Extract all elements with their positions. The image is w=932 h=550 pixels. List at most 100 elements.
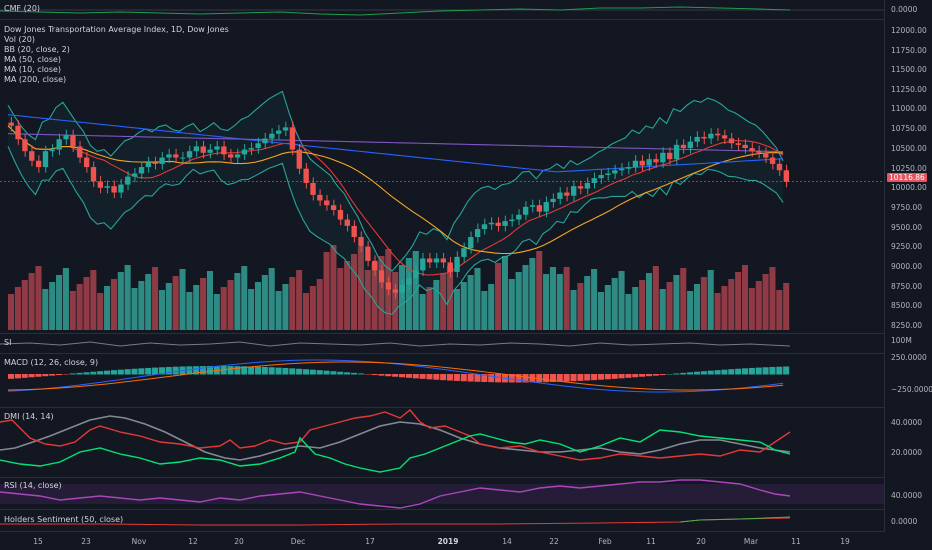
candle <box>639 160 645 166</box>
macd-hist-bar <box>234 366 241 375</box>
volume-bar <box>549 267 556 330</box>
main-price-pane[interactable]: Dow Jones Transportation Average Index, … <box>0 20 884 334</box>
volume-bar <box>419 294 426 330</box>
candle <box>337 210 344 220</box>
time-label: 15 <box>33 537 43 546</box>
volume-bar <box>364 270 371 330</box>
macd-hist-bar <box>639 374 646 377</box>
volume-bar <box>158 290 165 330</box>
macd-hist-bar <box>666 373 673 375</box>
candle <box>241 149 248 155</box>
candle <box>570 186 577 196</box>
candle <box>289 127 296 150</box>
volume-bar <box>577 283 584 330</box>
candle <box>474 229 481 238</box>
macd-label: MACD (12, 26, close, 9) <box>4 358 99 367</box>
macd-hist-bar <box>357 373 364 375</box>
macd-hist-bar <box>536 374 543 383</box>
time-label: 22 <box>549 537 559 546</box>
macd-hist-bar <box>90 371 97 375</box>
price-axis[interactable]: 12000.00 11750.00 11500.00 11250.00 1100… <box>884 20 932 334</box>
candle <box>447 262 453 272</box>
holders-sentiment-pane[interactable]: Holders Sentiment (50, close) <box>0 510 884 532</box>
macd-hist-bar <box>83 372 90 375</box>
candle <box>598 175 604 179</box>
volume-bar <box>474 268 481 330</box>
volume-bar <box>62 268 69 330</box>
dmi-tick: 20.0000 <box>891 448 923 457</box>
macd-hist-bar <box>611 374 618 379</box>
macd-hist-bar <box>316 370 323 375</box>
candle <box>125 176 131 185</box>
candle <box>186 151 193 158</box>
macd-hist-bar <box>474 374 481 382</box>
dmi-pane[interactable]: DMI (14, 14) <box>0 408 884 478</box>
si-pane[interactable]: SI <box>0 334 884 354</box>
macd-hist-bar <box>783 366 790 375</box>
volume-bar <box>241 266 248 330</box>
volume-bar <box>350 254 358 330</box>
volume-bar <box>302 293 310 330</box>
candle <box>8 122 14 126</box>
volume-bar <box>165 283 172 330</box>
macd-hist-bar <box>282 367 289 375</box>
macd-hist-bar <box>481 374 488 383</box>
macd-hist-bar <box>104 370 111 375</box>
macd-hist-bar <box>145 367 152 375</box>
candle <box>104 186 110 188</box>
volume-bar <box>69 291 76 330</box>
candle <box>756 151 762 153</box>
volume-bar <box>440 273 447 330</box>
volume-bar <box>282 284 289 330</box>
macd-hist-bar <box>69 373 76 375</box>
indicator-ma10[interactable]: MA (10, close) <box>4 65 62 74</box>
dmi-label: DMI (14, 14) <box>4 412 54 421</box>
volume-bar <box>97 293 104 330</box>
macd-hist-bar <box>467 374 474 382</box>
macd-hist-bar <box>302 369 310 375</box>
indicator-vol[interactable]: Vol (20) <box>4 35 35 44</box>
volume-bar <box>21 280 28 330</box>
volume-bar <box>453 289 460 330</box>
volume-bar <box>536 251 543 330</box>
candle <box>365 246 371 261</box>
price-tick: 10750.00 <box>891 124 927 133</box>
rsi-axis: 40.0000 <box>884 478 932 510</box>
macd-hist-bar <box>460 374 467 382</box>
indicator-bb[interactable]: BB (20, close, 2) <box>4 45 70 54</box>
price-tick: 10000.00 <box>891 183 927 192</box>
macd-hist-bar <box>152 367 159 375</box>
candle <box>708 133 714 139</box>
macd-pane[interactable]: MACD (12, 26, close, 9) <box>0 354 884 408</box>
indicator-ma200[interactable]: MA (200, close) <box>4 75 67 84</box>
volume-bar <box>227 280 234 330</box>
indicator-ma50[interactable]: MA (50, close) <box>4 55 62 64</box>
volume-bar <box>728 279 735 330</box>
time-label: 19 <box>840 537 850 546</box>
volume-bar <box>261 275 268 330</box>
time-label: 12 <box>188 537 198 546</box>
macd-hist-bar <box>261 366 268 375</box>
cmf-pane[interactable]: CMF (20) <box>0 0 884 20</box>
time-axis[interactable]: 15 23 Nov 12 20 Dec 17 2019 14 22 Feb 11… <box>0 532 884 550</box>
volume-bar <box>611 278 618 330</box>
price-tick: 8250.00 <box>891 321 923 330</box>
price-tick: 11750.00 <box>891 46 927 55</box>
macd-hist-bar <box>323 370 330 375</box>
candle <box>214 146 220 150</box>
macd-hist-bar <box>625 374 632 378</box>
price-tick: 11500.00 <box>891 65 927 74</box>
candle <box>392 289 398 293</box>
price-tick: 8750.00 <box>891 282 923 291</box>
rsi-pane[interactable]: RSI (14, close) <box>0 478 884 510</box>
macd-hist-bar <box>405 374 412 378</box>
candle <box>584 182 591 189</box>
candle <box>49 149 56 152</box>
macd-hist-bar <box>248 366 255 375</box>
volume-bar <box>248 289 255 330</box>
price-chart <box>0 90 884 330</box>
candle <box>564 192 570 196</box>
volume-bar <box>296 270 303 330</box>
macd-hist-bar <box>378 374 385 376</box>
hs-tick: 0.0000 <box>891 517 918 526</box>
